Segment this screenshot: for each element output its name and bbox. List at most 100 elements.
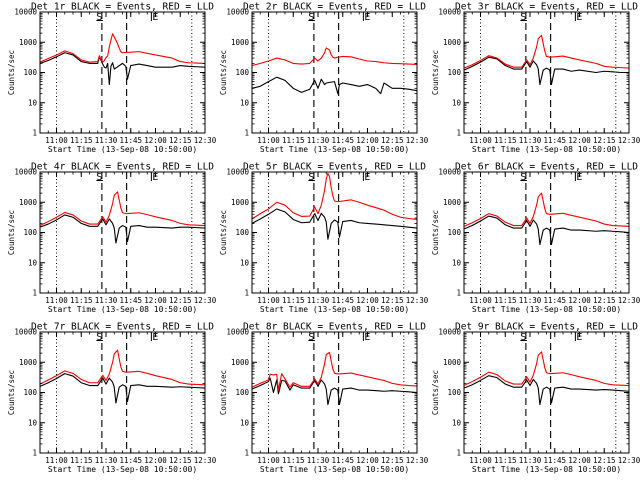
- y-tick-label: 10000: [14, 168, 37, 177]
- x-axis-label: Start Time (13-Sep-08 10:50:00): [260, 305, 409, 314]
- series-line-lld: [251, 351, 418, 391]
- x-axis-label: Start Time (13-Sep-08 10:50:00): [472, 465, 621, 474]
- x-tick-label: 12:00: [144, 456, 167, 465]
- x-tick-label: 12:30: [406, 136, 429, 145]
- y-tick-label: 1000: [19, 358, 38, 367]
- series-line-events: [463, 215, 630, 246]
- x-tick-label: 12:00: [144, 136, 167, 145]
- panel-title: Det 4r BLACK = Events, RED = LLD: [31, 162, 214, 173]
- start-marker: S: [96, 12, 102, 23]
- x-tick-label: 11:30: [95, 136, 118, 145]
- series-line-lld: [463, 351, 630, 387]
- y-tick-label: 1000: [443, 358, 462, 367]
- y-tick-label: 1: [456, 289, 461, 298]
- x-tick-label: 11:15: [494, 296, 517, 305]
- panel-title: Det 2r BLACK = Events, RED = LLD: [243, 2, 426, 13]
- x-tick-label: 12:15: [169, 296, 192, 305]
- y-tick-label: 100: [235, 228, 249, 237]
- x-tick-label: 11:45: [119, 296, 142, 305]
- y-tick-label: 1: [244, 449, 249, 458]
- y-tick-label: 100: [447, 388, 461, 397]
- y-axis-label: Counts/sec: [219, 50, 228, 95]
- x-tick-label: 11:30: [307, 296, 330, 305]
- series-line-events: [463, 375, 630, 406]
- series-line-lld: [463, 192, 630, 227]
- y-tick-label: 1000: [231, 358, 250, 367]
- y-tick-label: 1: [244, 289, 249, 298]
- x-tick-label: 11:45: [331, 296, 354, 305]
- y-tick-label: 100: [235, 388, 249, 397]
- x-tick-label: 11:45: [331, 136, 354, 145]
- x-tick-label: 11:00: [469, 136, 492, 145]
- x-tick-label: 11:45: [543, 456, 566, 465]
- end-marker: E: [152, 332, 158, 343]
- x-tick-label: 12:00: [356, 296, 379, 305]
- panel-title: Det 6r BLACK = Events, RED = LLD: [455, 162, 638, 173]
- y-tick-label: 1: [32, 449, 37, 458]
- x-axis-label: Start Time (13-Sep-08 10:50:00): [472, 145, 621, 154]
- y-tick-label: 1000: [19, 198, 38, 207]
- x-tick-label: 11:00: [257, 296, 280, 305]
- x-tick-label: 12:30: [406, 296, 429, 305]
- x-tick-label: 11:00: [469, 296, 492, 305]
- x-tick-label: 12:15: [593, 296, 616, 305]
- start-marker: S: [520, 332, 526, 343]
- y-tick-label: 1000: [231, 38, 250, 47]
- y-tick-label: 10: [452, 258, 462, 267]
- y-tick-label: 10: [240, 98, 250, 107]
- x-axis-label: Start Time (13-Sep-08 10:50:00): [472, 305, 621, 314]
- y-axis-label: Counts/sec: [7, 210, 16, 255]
- y-tick-label: 10000: [438, 8, 461, 17]
- y-tick-label: 1000: [443, 198, 462, 207]
- x-tick-label: 12:30: [618, 136, 640, 145]
- y-tick-label: 1: [32, 129, 37, 138]
- series-line-events: [39, 373, 206, 404]
- x-tick-label: 12:30: [618, 456, 640, 465]
- plot-frame: [39, 331, 206, 454]
- y-tick-label: 100: [235, 68, 249, 77]
- y-axis-label: Counts/sec: [7, 370, 16, 415]
- y-tick-label: 100: [447, 228, 461, 237]
- y-axis-label: Counts/sec: [7, 50, 16, 95]
- y-tick-label: 100: [23, 228, 37, 237]
- x-tick-label: 11:45: [331, 456, 354, 465]
- x-tick-label: 11:15: [494, 136, 517, 145]
- panel-title: Det 5r BLACK = Events, RED = LLD: [243, 162, 426, 173]
- series-line-events: [251, 76, 418, 95]
- y-tick-label: 10: [452, 98, 462, 107]
- end-marker: E: [364, 332, 370, 343]
- x-tick-label: 12:30: [194, 456, 217, 465]
- y-axis-label: Counts/sec: [431, 210, 440, 255]
- x-tick-label: 11:15: [282, 296, 305, 305]
- x-tick-label: 12:15: [593, 456, 616, 465]
- panel-title: Det 8r BLACK = Events, RED = LLD: [243, 322, 426, 333]
- plot-frame: [463, 11, 630, 134]
- start-marker: S: [520, 172, 526, 183]
- y-tick-label: 1: [32, 289, 37, 298]
- x-tick-label: 11:00: [257, 456, 280, 465]
- y-tick-label: 10: [240, 258, 250, 267]
- y-tick-label: 10: [28, 258, 38, 267]
- y-tick-label: 1000: [19, 38, 38, 47]
- x-tick-label: 12:15: [381, 456, 404, 465]
- x-axis-label: Start Time (13-Sep-08 10:50:00): [260, 145, 409, 154]
- start-marker: S: [308, 12, 314, 23]
- y-tick-label: 10000: [438, 168, 461, 177]
- start-marker: S: [520, 12, 526, 23]
- series-line-events: [39, 52, 206, 86]
- x-tick-label: 12:00: [144, 296, 167, 305]
- start-marker: S: [96, 332, 102, 343]
- x-tick-label: 11:00: [469, 456, 492, 465]
- y-tick-label: 100: [447, 68, 461, 77]
- x-tick-label: 11:45: [543, 296, 566, 305]
- series-line-events: [463, 56, 629, 86]
